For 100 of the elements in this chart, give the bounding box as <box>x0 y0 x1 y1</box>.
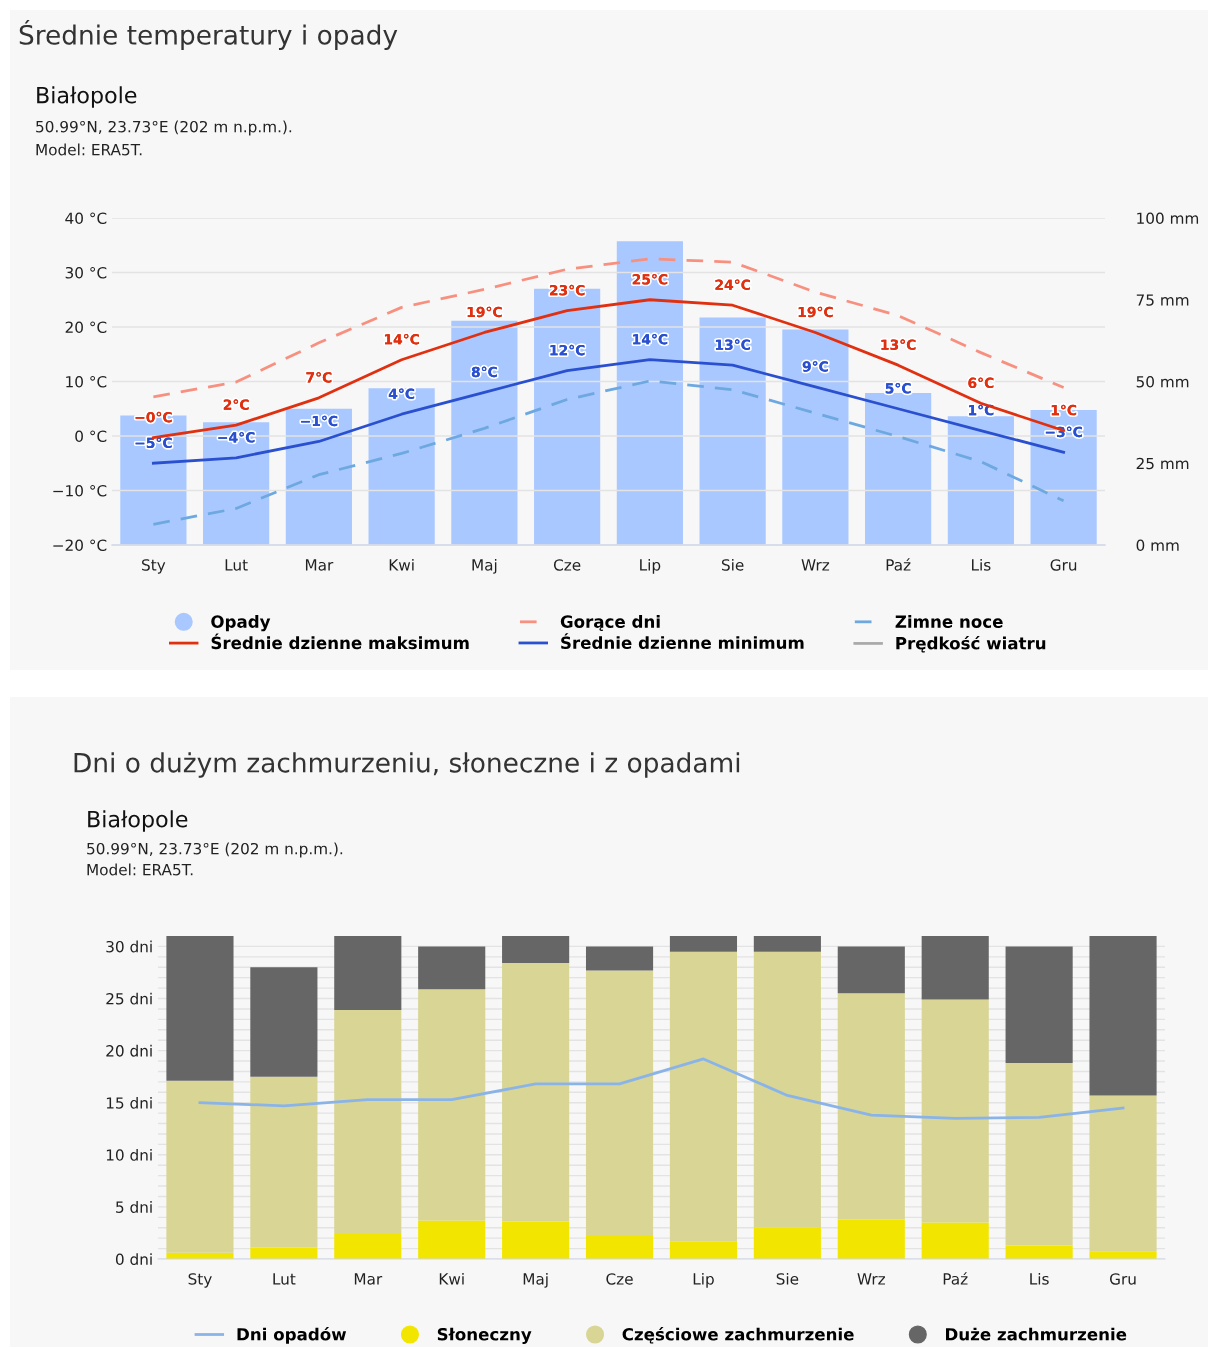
x-tick-label: Gru <box>1110 1273 1136 1285</box>
legend-label: Gorące dni <box>560 615 660 631</box>
data-label: 9°C <box>802 361 828 372</box>
x-tick-label: Sty <box>188 1273 212 1288</box>
y-tick-label: 0 °C <box>75 430 107 443</box>
legend-label: Duże zachmurzenie <box>946 1327 1127 1341</box>
x-tick-label: Lut <box>225 559 248 571</box>
x-tick-label: Mar <box>305 559 334 571</box>
bar <box>947 416 1014 545</box>
data-label: −1°C <box>301 415 338 427</box>
legend-label: Prędkość wiatru <box>896 635 1046 653</box>
data-label: 19°C <box>798 306 833 318</box>
y-tick-label: 10 dni <box>106 1149 152 1161</box>
y2-tick-label: 0 mm <box>1136 539 1179 552</box>
x-tick-label: Kwi <box>389 558 414 571</box>
x-tick-label: Sie <box>721 558 744 571</box>
bar <box>1005 1245 1073 1259</box>
y-tick-label: 30 °C <box>65 266 107 279</box>
bar <box>451 320 518 545</box>
bar <box>669 1241 738 1259</box>
bar <box>166 936 234 1081</box>
data-label: −5°C <box>135 437 172 449</box>
chart-subtitle: Białopole <box>37 86 137 108</box>
data-label: 7°C <box>306 372 332 383</box>
y-tick-label: 30 dni <box>106 940 152 953</box>
x-tick-label: Maj <box>472 558 497 574</box>
bar <box>1005 1063 1073 1246</box>
bar <box>166 1080 234 1253</box>
line-series <box>198 1057 1125 1120</box>
bar <box>418 1220 486 1259</box>
text: 50.99°N, 23.73°E (202 m n.p.m.). <box>36 120 292 136</box>
bar <box>753 951 821 1228</box>
y-tick-label: 0 dni <box>115 1253 152 1266</box>
chart-subtitle: Białopole <box>88 810 188 832</box>
y-tick-label: −20 °C <box>53 539 107 552</box>
data-label: 23°C <box>549 284 585 296</box>
data-label: 1°C <box>1051 404 1077 416</box>
bar <box>616 241 683 545</box>
bar <box>837 993 905 1220</box>
data-label: 25°C <box>632 273 668 285</box>
bar <box>753 936 821 952</box>
data-label: 4°C <box>388 388 415 400</box>
y-tick-label: 25 dni <box>106 992 152 1005</box>
bar <box>250 967 318 1077</box>
data-label: −4°C <box>218 432 255 443</box>
y-tick-label: −10 °C <box>53 484 107 497</box>
legend-label: Częściowe zachmurzenie <box>622 1327 854 1344</box>
bar <box>418 989 486 1221</box>
chart-title: Średnie temperatury i opady <box>19 20 398 50</box>
x-tick-label: Cze <box>606 1273 633 1285</box>
bar <box>502 1221 570 1259</box>
data-label: 13°C <box>715 339 750 350</box>
x-tick-label: Mar <box>354 1273 383 1285</box>
x-tick-label: Sty <box>142 559 166 574</box>
text: Model: ERA5T. <box>36 143 142 156</box>
y2-tick-label: 100 mm <box>1137 212 1199 225</box>
y2-tick-label: 50 mm <box>1136 375 1189 388</box>
text: Model: ERA5T. <box>87 863 193 876</box>
bar <box>921 1222 989 1259</box>
bar <box>699 317 766 545</box>
data-label: 2°C <box>223 399 249 410</box>
x-tick-label: Lis <box>972 558 991 571</box>
bar <box>1089 936 1157 1096</box>
bar <box>753 1227 821 1259</box>
bar <box>250 1076 318 1248</box>
bar <box>837 946 905 994</box>
legend-label: Dni opadów <box>237 1327 347 1344</box>
legend-label: Opady <box>211 615 271 632</box>
x-tick-label: Sie <box>776 1272 799 1285</box>
data-label: 13°C <box>881 339 916 350</box>
x-tick-label: Lis <box>1030 1272 1049 1285</box>
y-tick-label: 10 °C <box>66 375 107 388</box>
bar <box>1005 946 1073 1064</box>
chart-title: Dni o dużym zachmurzeniu, słoneczne i z opadami <box>74 752 740 778</box>
x-tick-label: Paź <box>886 558 911 571</box>
x-tick-label: Cze <box>553 559 581 571</box>
y-tick-label: 5 dni <box>116 1201 152 1213</box>
x-tick-label: Lip <box>693 1272 714 1288</box>
bar <box>669 951 738 1242</box>
x-tick-label: Wrz <box>801 559 830 571</box>
bar <box>585 1235 654 1259</box>
x-tick-label: Maj <box>523 1272 548 1288</box>
x-tick-label: Lip <box>640 558 661 574</box>
data-label: −0°C <box>135 411 172 423</box>
y-tick-label: 40 °C <box>65 212 107 225</box>
y2-tick-label: 25 mm <box>1136 457 1189 470</box>
legend-label: Średnie dzienne minimum <box>561 633 804 650</box>
text: 50.99°N, 23.73°E (202 m n.p.m.). <box>87 842 343 858</box>
legend-label: Średnie dzienne maksimum <box>211 633 469 650</box>
y2-tick-label: 75 mm <box>1136 294 1189 306</box>
data-label: 24°C <box>715 279 750 291</box>
y-tick-label: 20 °C <box>65 321 107 334</box>
data-label: 6°C <box>968 377 994 389</box>
legend-label: Słoneczny <box>437 1327 532 1344</box>
bar <box>782 329 849 545</box>
data-label: 8°C <box>471 366 497 378</box>
bar <box>334 1232 402 1259</box>
bar <box>865 392 932 545</box>
y-tick-label: 15 dni <box>106 1096 152 1109</box>
bar <box>921 999 989 1223</box>
